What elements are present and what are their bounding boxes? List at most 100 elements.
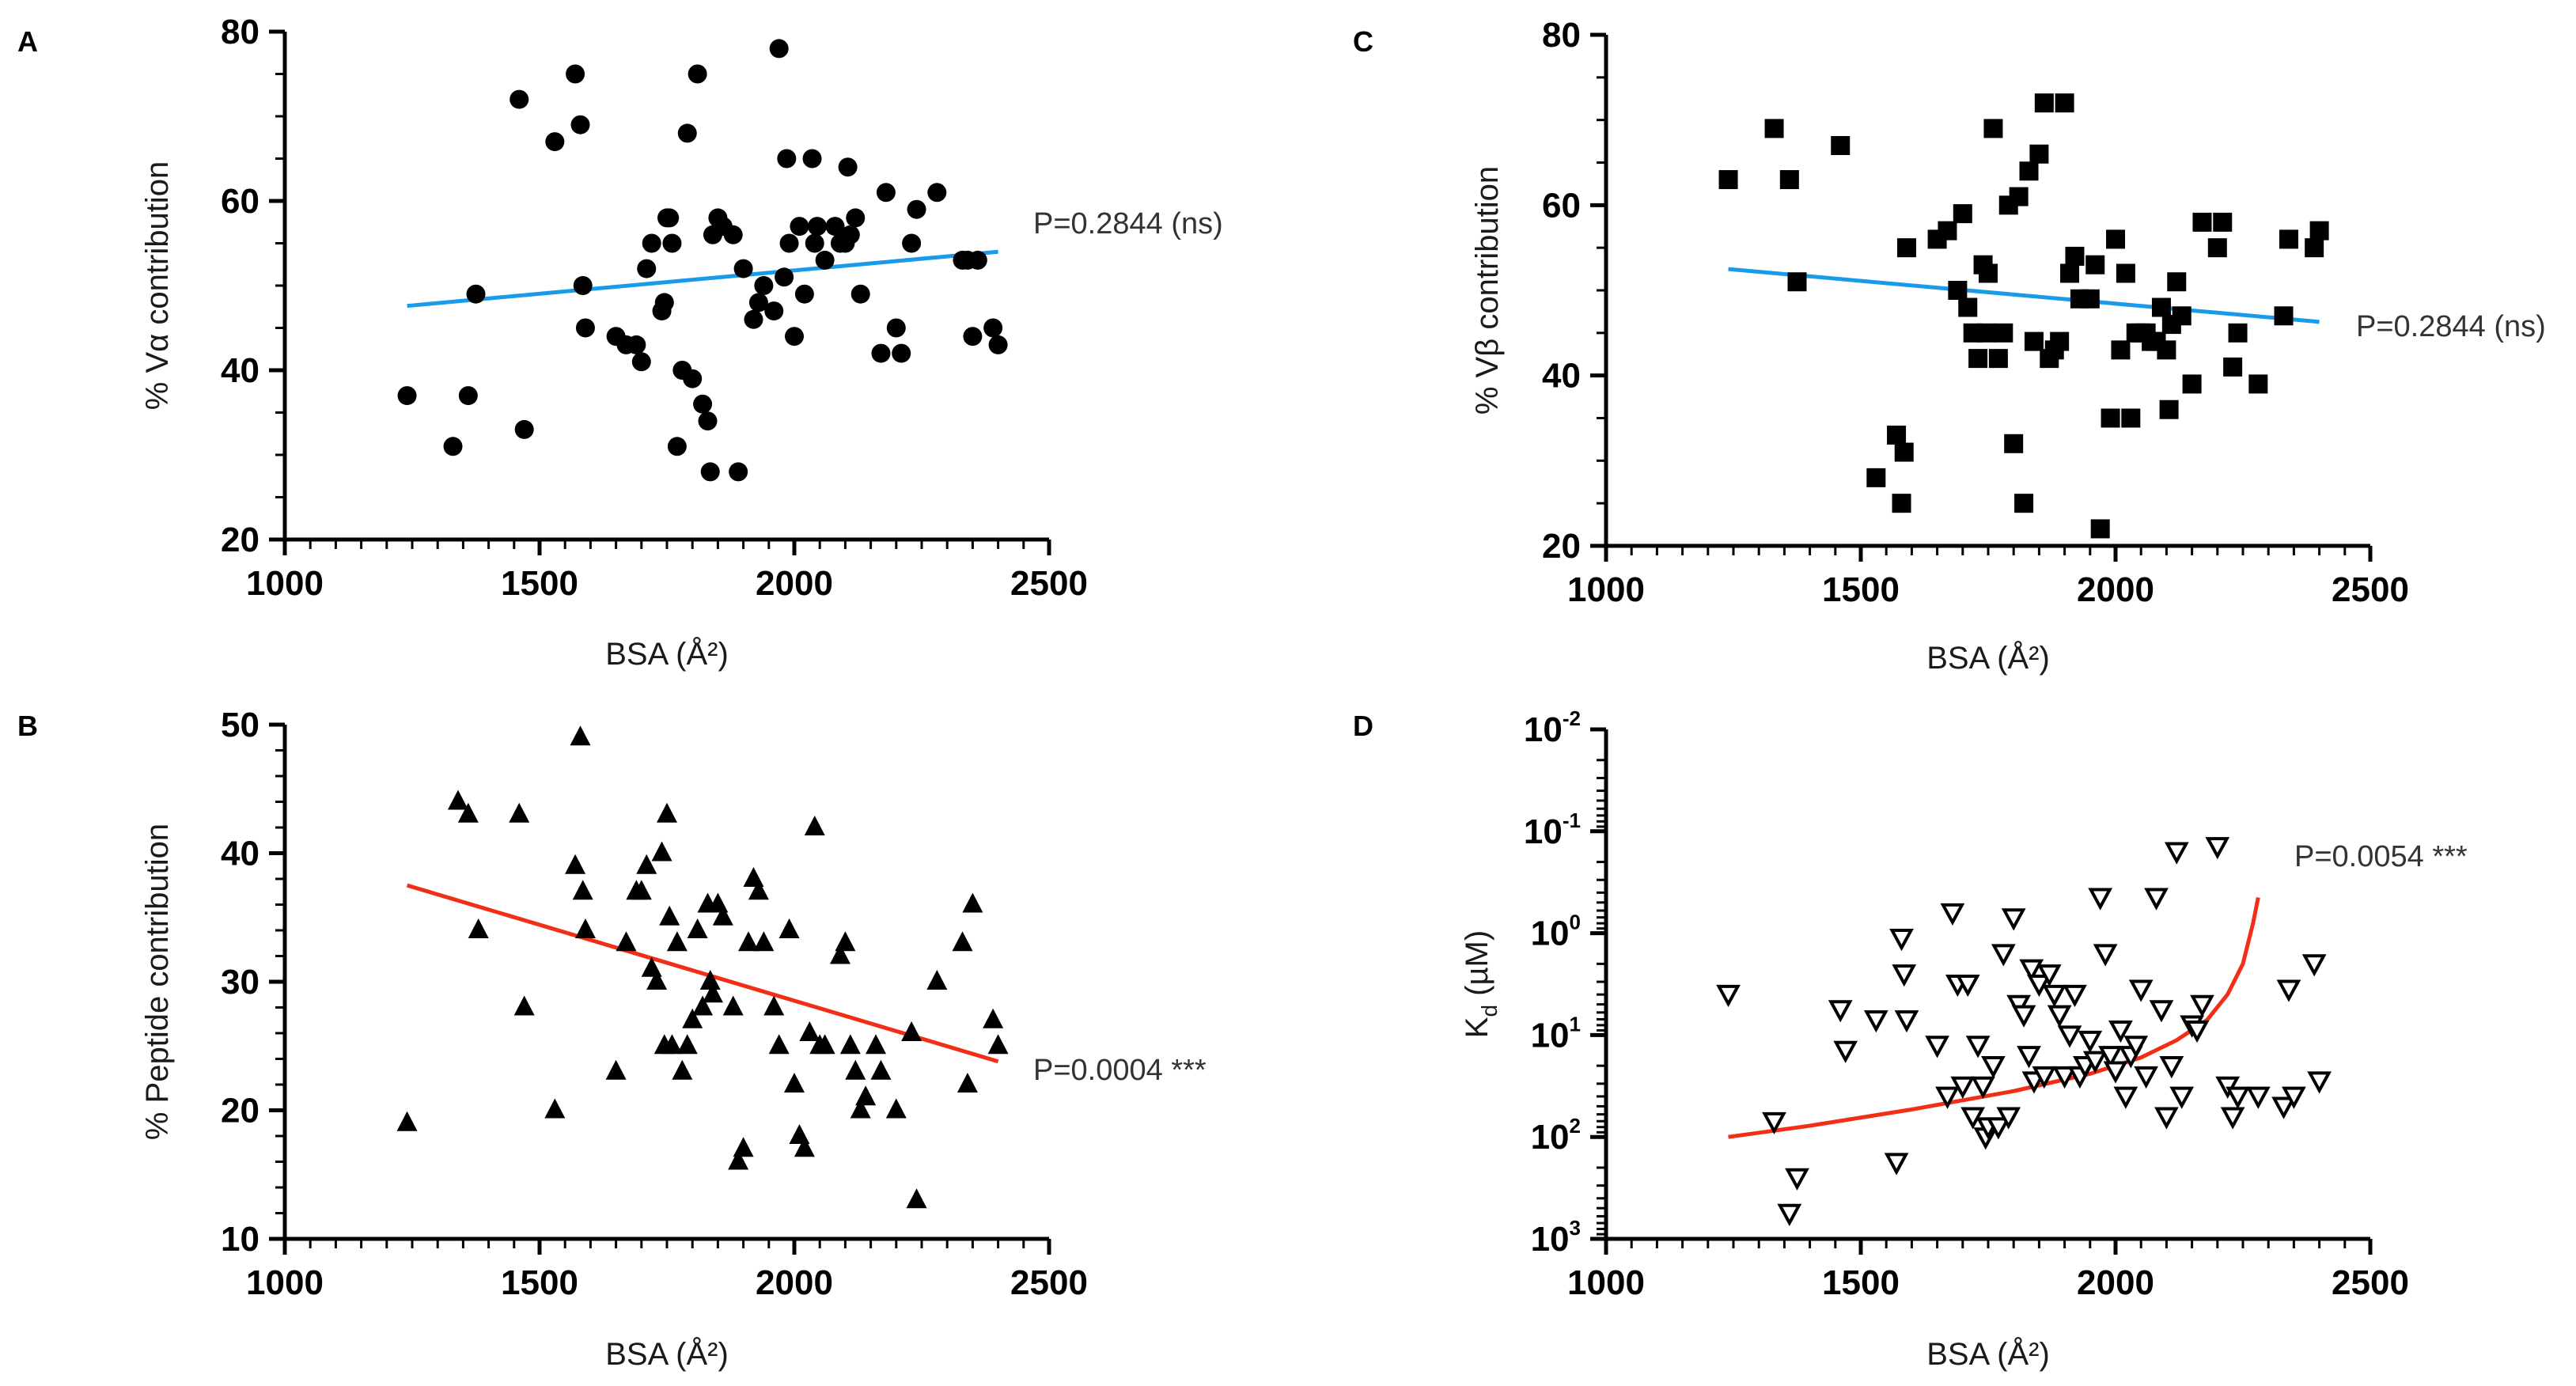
y-axis-title: % Vβ contribution	[1470, 166, 1505, 415]
y-tick-label: 80	[1542, 16, 1581, 55]
data-point	[676, 1034, 698, 1055]
data-point	[1866, 468, 1886, 487]
x-tick-label: 2500	[2332, 570, 2409, 609]
data-point	[2055, 93, 2074, 113]
panel-c: C 1000 1500 2000 2500 20 40 60 80 BSA (Å²) % Vβ co…	[1353, 16, 2546, 676]
data-point	[2052, 1066, 2077, 1089]
data-point	[1887, 426, 1907, 445]
data-point	[769, 39, 789, 59]
data-point	[2228, 323, 2248, 343]
data-point	[838, 157, 858, 177]
data-point	[1894, 1010, 1919, 1033]
data-point	[2078, 1030, 2103, 1054]
data-point	[570, 725, 591, 746]
data-point	[1828, 1000, 1853, 1023]
fit-curve	[1728, 897, 2260, 1139]
data-point	[723, 225, 743, 244]
panel-letter: D	[1353, 710, 1373, 742]
data-point	[1938, 221, 1957, 240]
data-point	[2192, 212, 2212, 232]
data-point	[2271, 1096, 2296, 1119]
data-point	[2017, 1046, 2041, 1069]
data-point	[565, 854, 586, 874]
data-point	[637, 259, 657, 278]
data-point	[2060, 263, 2080, 283]
data-point	[683, 369, 703, 388]
data-point	[642, 233, 661, 253]
x-tick-label: 2000	[756, 1263, 833, 1302]
data-point	[2090, 519, 2110, 539]
data-point	[846, 208, 866, 228]
data-point	[2301, 954, 2327, 977]
data-point	[2004, 434, 2024, 453]
x-tick-label: 2500	[2332, 1263, 2409, 1302]
x-tick-label: 2000	[2077, 1263, 2154, 1302]
data-point	[397, 386, 417, 406]
data-point	[902, 233, 922, 253]
x-tick-label: 1000	[1567, 1263, 1645, 1302]
data-point	[2223, 357, 2243, 377]
data-point	[2082, 1051, 2108, 1074]
data-point	[1925, 1036, 1949, 1058]
data-point	[789, 1124, 810, 1144]
data-point	[2282, 1086, 2306, 1109]
data-point	[777, 149, 797, 169]
data-point	[661, 1034, 683, 1055]
data-point	[457, 802, 479, 823]
data-point	[2065, 246, 2085, 266]
data-point	[892, 343, 911, 363]
data-point	[2205, 837, 2230, 860]
data-point	[785, 327, 804, 346]
data-point	[957, 1073, 978, 1093]
data-point	[698, 411, 718, 431]
data-point	[702, 983, 723, 1003]
data-point	[466, 284, 486, 304]
data-point	[468, 918, 489, 938]
x-tick-label: 1500	[501, 564, 578, 603]
data-point	[2103, 1061, 2128, 1084]
panel-letter: C	[1353, 25, 1373, 58]
data-point	[906, 1188, 927, 1209]
x-axis-title: BSA (Å²)	[1926, 640, 2050, 676]
data-point	[1718, 170, 1738, 190]
data-point	[2121, 408, 2141, 428]
y-axis-title: Kd (µM)	[1460, 930, 1502, 1038]
data-point	[835, 931, 856, 952]
data-point	[775, 267, 794, 287]
data-point	[2134, 1066, 2159, 1089]
y-tick-label: 10-2	[1524, 706, 1581, 749]
data-point	[2050, 331, 2070, 351]
x-tick-label: 2500	[1010, 1263, 1088, 1302]
data-point	[2144, 888, 2169, 911]
data-point	[778, 918, 800, 938]
data-point	[2157, 340, 2176, 360]
data-point	[2106, 229, 2125, 249]
data-point	[1988, 349, 2008, 369]
data-point	[545, 132, 565, 152]
y-tick-label: 10	[221, 1220, 259, 1259]
data-point	[987, 1034, 1009, 1055]
data-point	[646, 970, 668, 990]
data-point	[927, 183, 947, 203]
data-point	[1762, 1111, 1786, 1135]
data-point	[1777, 1203, 1802, 1226]
y-tick-label: 20	[1542, 527, 1581, 566]
data-point	[1948, 281, 1968, 300]
data-point	[794, 1137, 815, 1157]
data-point	[1831, 135, 1851, 155]
data-point	[693, 394, 713, 414]
y-tick-label: 20	[221, 1092, 259, 1130]
data-point	[2019, 161, 2039, 181]
data-point	[963, 327, 983, 346]
y-tick-label: 80	[221, 13, 259, 51]
data-point	[1863, 1010, 1888, 1033]
data-point	[2149, 1000, 2174, 1023]
y-tick-label: 20	[221, 521, 259, 559]
data-point	[2063, 984, 2087, 1008]
data-point	[870, 1059, 892, 1080]
data-point	[2220, 1107, 2245, 1130]
data-point	[651, 841, 672, 862]
data-point	[926, 970, 948, 990]
fit-line	[407, 249, 998, 309]
x-tick-label: 1500	[1822, 570, 1900, 609]
